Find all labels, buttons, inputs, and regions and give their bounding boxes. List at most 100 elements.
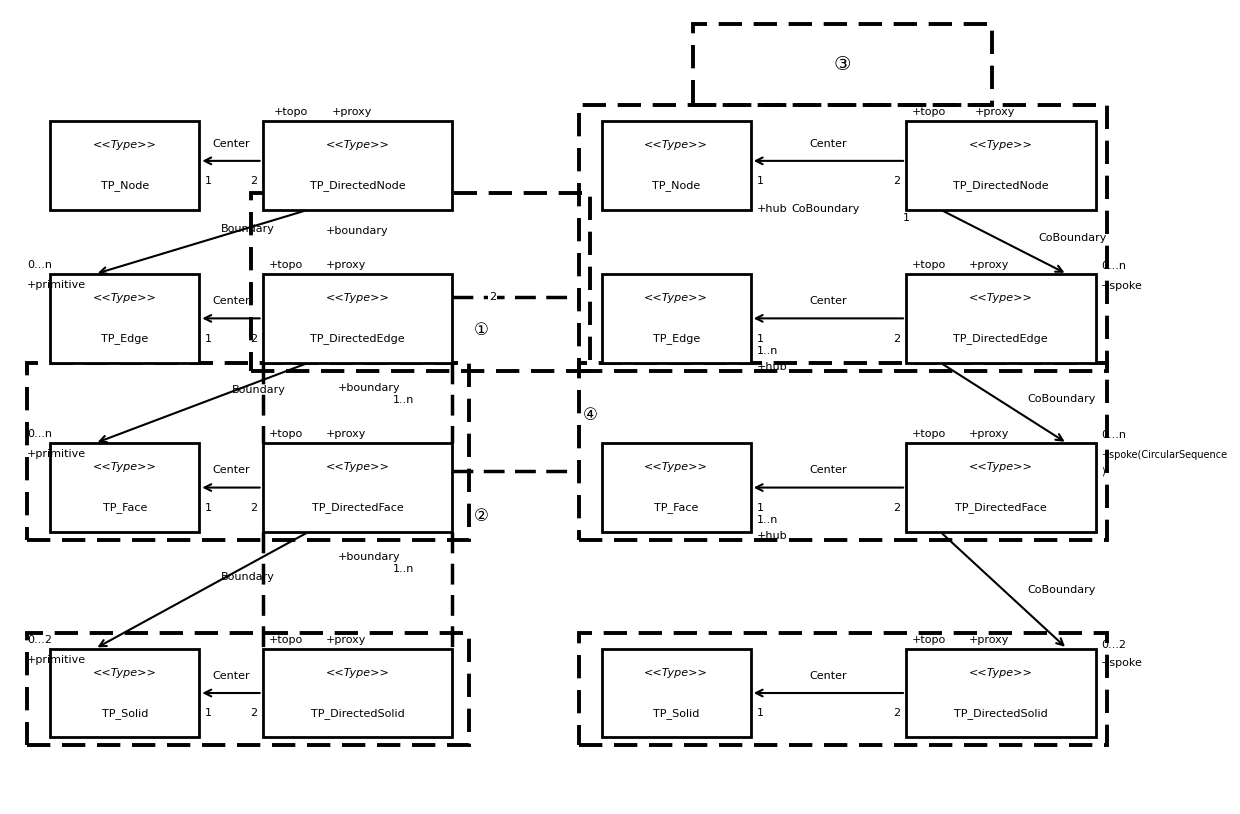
Text: 0...n: 0...n	[1101, 261, 1126, 271]
Text: +proxy: +proxy	[326, 260, 366, 270]
Text: Center: Center	[810, 466, 847, 475]
Text: TP_Edge: TP_Edge	[102, 333, 149, 344]
Text: 2: 2	[893, 503, 900, 513]
Text: TP_Solid: TP_Solid	[102, 707, 148, 719]
Text: +boundary: +boundary	[326, 225, 388, 236]
Text: 1: 1	[903, 212, 910, 223]
Text: <<Type>>: <<Type>>	[93, 140, 156, 150]
Text: Center: Center	[810, 138, 847, 149]
Text: <<Type>>: <<Type>>	[968, 462, 1033, 472]
Text: +boundary: +boundary	[337, 552, 401, 562]
Text: Center: Center	[212, 466, 250, 475]
Text: Boundary: Boundary	[221, 224, 274, 234]
Text: TP_DirectedFace: TP_DirectedFace	[955, 502, 1047, 513]
Text: <<Type>>: <<Type>>	[645, 293, 708, 304]
Text: +topo: +topo	[268, 260, 303, 270]
Text: <<Type>>: <<Type>>	[645, 462, 708, 472]
Text: TP_DirectedSolid: TP_DirectedSolid	[310, 707, 404, 719]
Text: +primitive: +primitive	[27, 280, 87, 290]
Text: +primitive: +primitive	[27, 449, 87, 459]
Text: TP_DirectedNode: TP_DirectedNode	[952, 180, 1049, 191]
Text: 2: 2	[249, 708, 257, 718]
Text: Center: Center	[810, 296, 847, 306]
FancyBboxPatch shape	[601, 121, 751, 210]
Text: 0...n: 0...n	[27, 429, 52, 440]
Text: 2: 2	[893, 708, 900, 718]
Text: +topo: +topo	[268, 635, 303, 645]
Text: +primitive: +primitive	[27, 654, 87, 665]
Text: <<Type>>: <<Type>>	[325, 293, 389, 304]
FancyBboxPatch shape	[50, 649, 200, 737]
Text: TP_DirectedEdge: TP_DirectedEdge	[310, 333, 404, 344]
Text: +hub: +hub	[756, 361, 787, 372]
Text: +proxy: +proxy	[331, 107, 372, 117]
Text: TP_DirectedFace: TP_DirectedFace	[311, 502, 403, 513]
Text: TP_Face: TP_Face	[653, 502, 698, 513]
Text: +proxy: +proxy	[970, 429, 1009, 440]
Text: +topo: +topo	[911, 107, 946, 117]
FancyBboxPatch shape	[263, 444, 453, 532]
Text: 0...2: 0...2	[27, 635, 52, 645]
Text: TP_Node: TP_Node	[100, 180, 149, 191]
Text: <<Type>>: <<Type>>	[968, 140, 1033, 150]
Text: ②: ②	[474, 507, 489, 525]
FancyBboxPatch shape	[906, 274, 1095, 363]
Text: CoBoundary: CoBoundary	[791, 204, 859, 214]
Text: +boundary: +boundary	[337, 383, 401, 393]
Text: +proxy: +proxy	[970, 260, 1009, 270]
Text: <<Type>>: <<Type>>	[968, 293, 1033, 304]
Text: <<Type>>: <<Type>>	[325, 667, 389, 678]
Text: Center: Center	[212, 296, 250, 306]
Text: Center: Center	[810, 671, 847, 681]
Text: <<Type>>: <<Type>>	[968, 667, 1033, 678]
Text: +topo: +topo	[911, 429, 946, 440]
Text: 1: 1	[205, 334, 212, 344]
FancyBboxPatch shape	[906, 444, 1095, 532]
Text: +topo: +topo	[911, 635, 946, 645]
Text: +hub: +hub	[756, 204, 787, 214]
Text: 0...2: 0...2	[1101, 640, 1126, 650]
FancyBboxPatch shape	[601, 274, 751, 363]
Text: 1..n: 1..n	[756, 346, 777, 356]
Text: 1: 1	[756, 503, 764, 513]
Text: Boundary: Boundary	[232, 385, 286, 395]
Text: TP_Solid: TP_Solid	[653, 707, 699, 719]
Text: ①: ①	[474, 322, 489, 339]
Text: +proxy: +proxy	[326, 429, 366, 440]
Text: +topo: +topo	[911, 260, 946, 270]
Text: 1: 1	[205, 503, 212, 513]
Text: 2: 2	[249, 503, 257, 513]
Text: 0...n: 0...n	[1101, 430, 1126, 440]
Text: ): )	[1101, 466, 1105, 476]
Text: <<Type>>: <<Type>>	[325, 462, 389, 472]
Text: TP_Edge: TP_Edge	[652, 333, 699, 344]
Text: Boundary: Boundary	[221, 572, 274, 582]
Text: +proxy: +proxy	[975, 107, 1016, 117]
FancyBboxPatch shape	[263, 121, 453, 210]
Text: <<Type>>: <<Type>>	[645, 667, 708, 678]
Text: +spoke(CircularSequence: +spoke(CircularSequence	[1101, 450, 1228, 461]
Text: CoBoundary: CoBoundary	[1027, 585, 1095, 595]
Text: +topo: +topo	[274, 107, 309, 117]
Text: 2: 2	[249, 334, 257, 344]
FancyBboxPatch shape	[906, 121, 1095, 210]
Text: +hub: +hub	[756, 531, 787, 541]
Text: 1..n: 1..n	[393, 564, 414, 574]
Text: Center: Center	[212, 138, 250, 149]
Text: 1..n: 1..n	[756, 514, 777, 525]
Text: 1: 1	[205, 176, 212, 186]
FancyBboxPatch shape	[50, 274, 200, 363]
FancyBboxPatch shape	[50, 444, 200, 532]
Text: 1: 1	[205, 708, 212, 718]
Text: TP_Face: TP_Face	[103, 502, 148, 513]
FancyBboxPatch shape	[263, 649, 453, 737]
Text: TP_DirectedSolid: TP_DirectedSolid	[954, 707, 1048, 719]
Text: <<Type>>: <<Type>>	[93, 293, 156, 304]
Text: TP_DirectedEdge: TP_DirectedEdge	[954, 333, 1048, 344]
Text: 2: 2	[489, 291, 496, 302]
Text: 1: 1	[756, 334, 764, 344]
Text: 1: 1	[756, 176, 764, 186]
Text: 1..n: 1..n	[393, 395, 414, 405]
Text: <<Type>>: <<Type>>	[645, 140, 708, 150]
Text: +proxy: +proxy	[970, 635, 1009, 645]
